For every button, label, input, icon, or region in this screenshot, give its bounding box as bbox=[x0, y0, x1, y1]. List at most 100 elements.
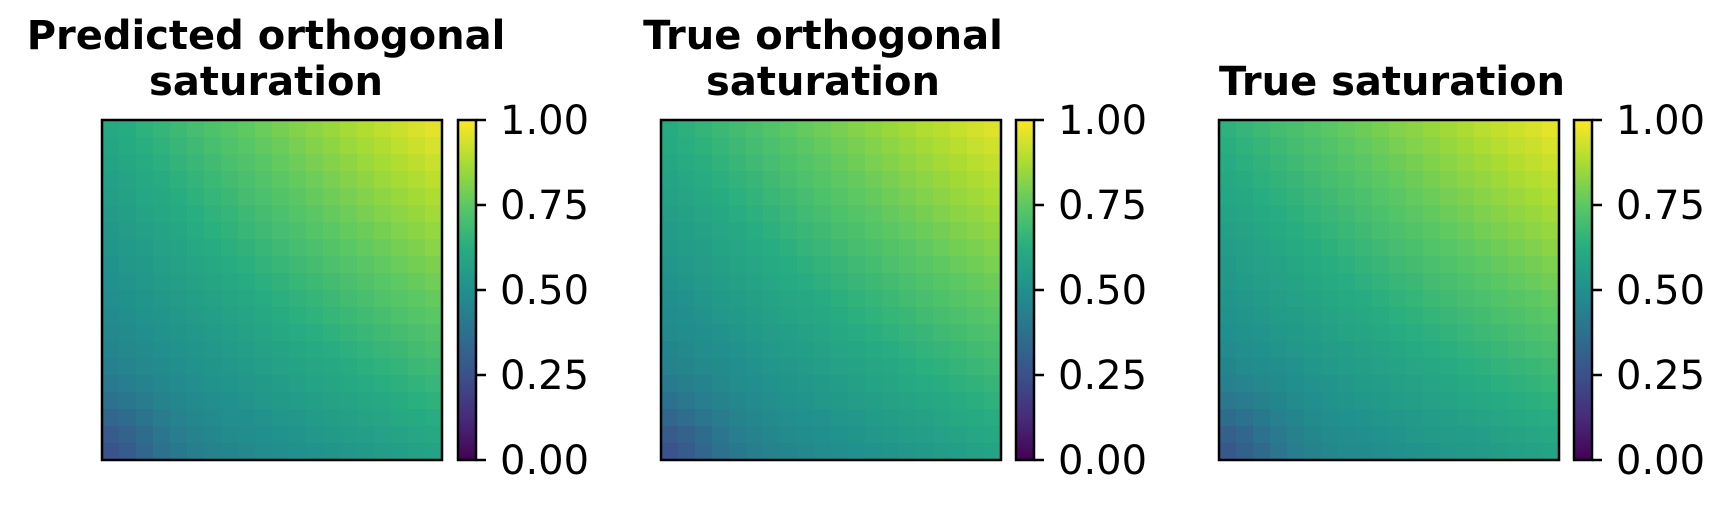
heatmap-cell bbox=[1508, 120, 1526, 138]
heatmap-cell bbox=[695, 307, 713, 325]
heatmap-cell bbox=[916, 137, 934, 155]
heatmap-cell bbox=[1287, 409, 1305, 427]
heatmap-cell bbox=[865, 358, 883, 376]
heatmap-cell bbox=[408, 358, 426, 376]
heatmap-cell bbox=[255, 392, 273, 410]
heatmap-cell bbox=[136, 222, 154, 240]
heatmap-cell bbox=[255, 120, 273, 138]
heatmap-cell bbox=[1406, 171, 1424, 189]
heatmap-cell bbox=[695, 375, 713, 393]
heatmap-cell bbox=[1338, 188, 1356, 206]
heatmap-cell bbox=[1270, 307, 1288, 325]
heatmap-cell bbox=[1491, 341, 1509, 359]
heatmap-cell bbox=[797, 358, 815, 376]
heatmap-cell bbox=[712, 409, 730, 427]
heatmap-cell bbox=[170, 307, 188, 325]
heatmap-cell bbox=[848, 171, 866, 189]
heatmap-cell bbox=[950, 154, 968, 172]
heatmap-cell bbox=[780, 375, 798, 393]
heatmap-cell bbox=[289, 222, 307, 240]
heatmap-cell bbox=[1457, 290, 1475, 308]
heatmap-cell bbox=[1372, 375, 1390, 393]
heatmap-cell bbox=[1253, 188, 1271, 206]
heatmap-cell bbox=[984, 358, 1002, 376]
heatmap-cell bbox=[238, 171, 256, 189]
heatmap-cell bbox=[729, 256, 747, 274]
heatmap-cell bbox=[102, 256, 120, 274]
heatmap-cell bbox=[374, 239, 392, 257]
heatmap-cell bbox=[425, 426, 443, 444]
heatmap-cell bbox=[1440, 341, 1458, 359]
heatmap-cell bbox=[221, 358, 239, 376]
heatmap-cell bbox=[1389, 375, 1407, 393]
heatmap-cell bbox=[1491, 222, 1509, 240]
heatmap-cell bbox=[899, 171, 917, 189]
heatmap-cell bbox=[255, 171, 273, 189]
heatmap-cell bbox=[306, 358, 324, 376]
heatmap-cell bbox=[797, 409, 815, 427]
heatmap-cell bbox=[814, 358, 832, 376]
heatmap-cell bbox=[967, 324, 985, 342]
heatmap-cell bbox=[1457, 256, 1475, 274]
heatmap-cell bbox=[865, 426, 883, 444]
panel-title-line: True saturation bbox=[1219, 59, 1565, 105]
heatmap-cell bbox=[950, 273, 968, 291]
heatmap-cell bbox=[1321, 358, 1339, 376]
heatmap-cell bbox=[729, 443, 747, 461]
heatmap-cell bbox=[950, 375, 968, 393]
heatmap-cell bbox=[1423, 307, 1441, 325]
heatmap-cell bbox=[763, 443, 781, 461]
heatmap-cell bbox=[238, 239, 256, 257]
heatmap-cell bbox=[712, 358, 730, 376]
heatmap-cell bbox=[272, 222, 290, 240]
heatmap-cell bbox=[102, 137, 120, 155]
heatmap-cell bbox=[1338, 392, 1356, 410]
heatmap-cell bbox=[1423, 324, 1441, 342]
heatmap-cell bbox=[661, 409, 679, 427]
heatmap-cell bbox=[1236, 409, 1254, 427]
heatmap-cell bbox=[1491, 239, 1509, 257]
heatmap-cell bbox=[408, 392, 426, 410]
heatmap-cell bbox=[746, 307, 764, 325]
heatmap-cell bbox=[425, 392, 443, 410]
heatmap-cell bbox=[967, 137, 985, 155]
heatmap-cell bbox=[763, 205, 781, 223]
heatmap-cell bbox=[695, 443, 713, 461]
heatmap-cell bbox=[950, 171, 968, 189]
heatmap-cell bbox=[1542, 256, 1560, 274]
heatmap-cell bbox=[1321, 443, 1339, 461]
heatmap-cell bbox=[357, 392, 375, 410]
heatmap-cell bbox=[661, 392, 679, 410]
heatmap-cell bbox=[1321, 409, 1339, 427]
heatmap-cell bbox=[729, 409, 747, 427]
heatmap-cell bbox=[780, 239, 798, 257]
heatmap-cell bbox=[255, 443, 273, 461]
heatmap-cell bbox=[1355, 239, 1373, 257]
heatmap-cell bbox=[899, 324, 917, 342]
heatmap-cell bbox=[1423, 222, 1441, 240]
heatmap-cell bbox=[1287, 188, 1305, 206]
heatmap-cell bbox=[221, 290, 239, 308]
heatmap-cells bbox=[102, 120, 443, 461]
heatmap-cell bbox=[306, 171, 324, 189]
heatmap-cell bbox=[102, 392, 120, 410]
colorbar-tick-label: 0.00 bbox=[1058, 438, 1147, 484]
heatmap-cell bbox=[678, 375, 696, 393]
heatmap-cell bbox=[1508, 443, 1526, 461]
heatmap-cell bbox=[1525, 358, 1543, 376]
heatmap-cell bbox=[1508, 426, 1526, 444]
heatmap-cell bbox=[848, 443, 866, 461]
heatmap-cell bbox=[1321, 256, 1339, 274]
heatmap-cell bbox=[119, 120, 137, 138]
heatmap-cell bbox=[323, 137, 341, 155]
heatmap-cell bbox=[357, 256, 375, 274]
heatmap-cell bbox=[323, 443, 341, 461]
heatmap-cell bbox=[102, 307, 120, 325]
heatmap-cell bbox=[984, 273, 1002, 291]
heatmap-cell bbox=[729, 307, 747, 325]
heatmap-cell bbox=[272, 409, 290, 427]
heatmap-cell bbox=[187, 256, 205, 274]
heatmap-cell bbox=[136, 171, 154, 189]
heatmap-cell bbox=[1423, 205, 1441, 223]
heatmap-cell bbox=[1423, 154, 1441, 172]
